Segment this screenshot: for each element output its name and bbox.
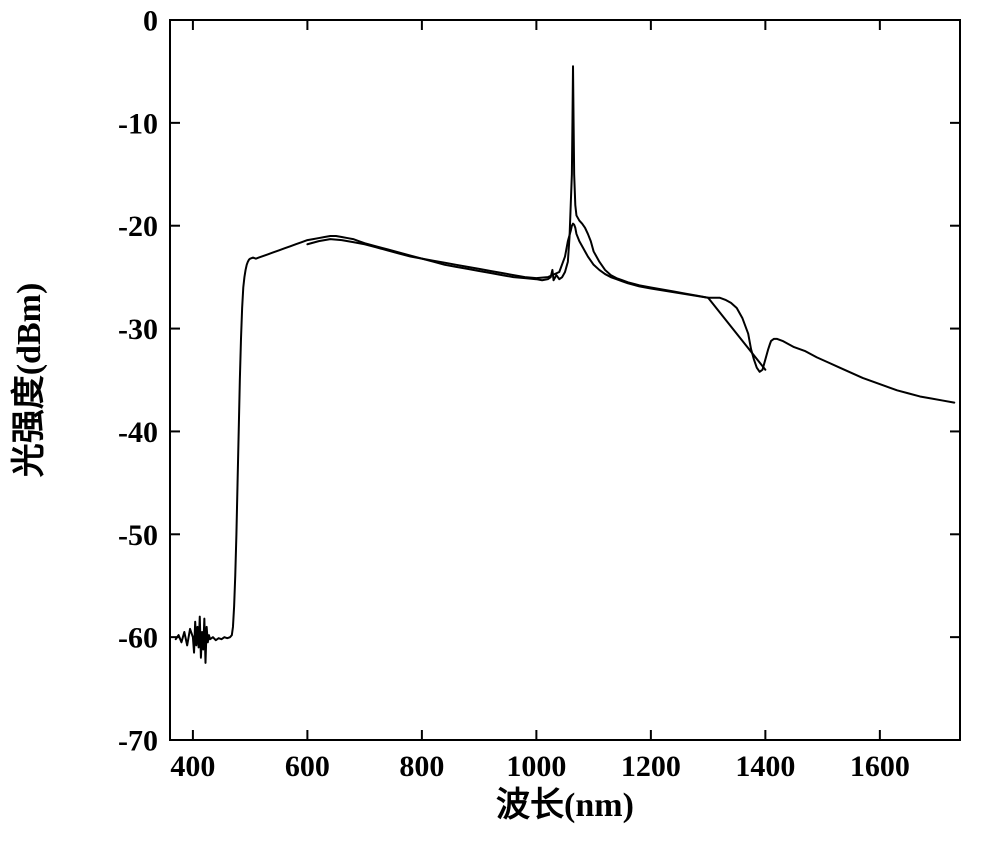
y-tick-label: 0 xyxy=(143,5,158,38)
x-tick-label: 1400 xyxy=(735,750,795,783)
y-tick-label: -20 xyxy=(118,210,158,243)
y-tick-label: -50 xyxy=(118,519,158,552)
y-tick-label: -10 xyxy=(118,107,158,140)
chart-svg: 400 600 800 1000 1200 1400 1600 -70 -60 -50 -40 -30… xyxy=(0,0,1000,852)
x-tick-label: 600 xyxy=(285,750,330,783)
x-tick-label: 400 xyxy=(170,750,215,783)
x-tick-label: 800 xyxy=(399,750,444,783)
y-tick-label: -70 xyxy=(118,725,158,758)
y-tick-label: -60 xyxy=(118,622,158,655)
x-tick-label: 1000 xyxy=(506,750,566,783)
spectrum-chart: 400 600 800 1000 1200 1400 1600 -70 -60 -50 -40 -30… xyxy=(0,0,1000,852)
y-tick-label: -40 xyxy=(118,416,158,449)
y-tick-label: -30 xyxy=(118,313,158,346)
x-tick-label: 1200 xyxy=(621,750,681,783)
y-axis-label: 光强度(dBm) xyxy=(10,283,48,478)
x-axis-label: 波长(nm) xyxy=(496,786,634,824)
x-tick-label: 1600 xyxy=(850,750,910,783)
